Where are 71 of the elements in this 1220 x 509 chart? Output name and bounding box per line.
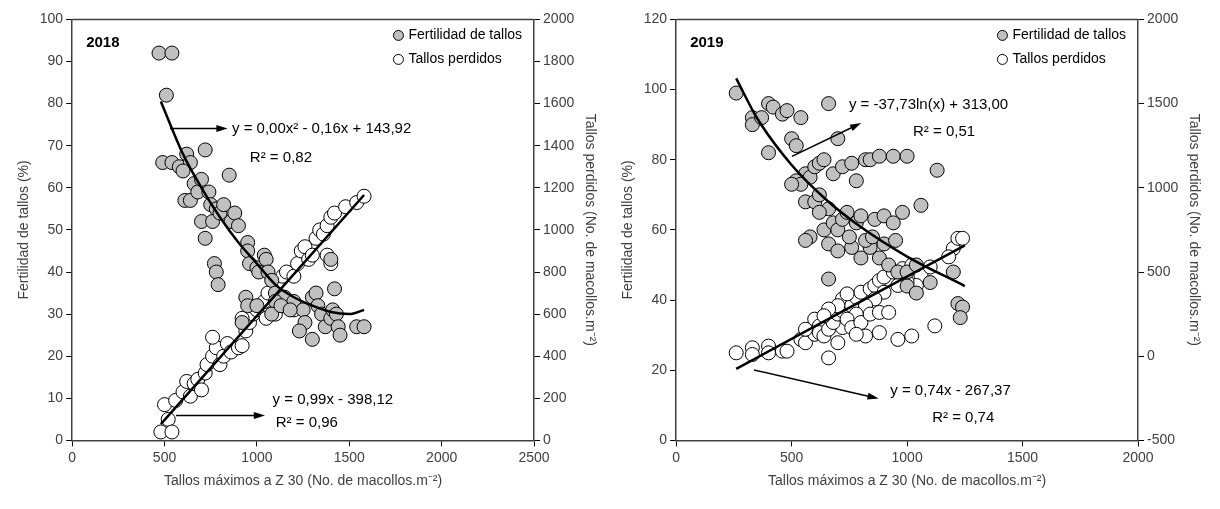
y-tick-label: 20 bbox=[651, 361, 668, 378]
y2-axis-title: Tallos perdidos (No. de macollos.m⁻²) bbox=[582, 113, 599, 346]
y-tick-label: 40 bbox=[651, 290, 668, 307]
y-tick-label: 100 bbox=[39, 10, 64, 27]
annotation: y = 0,74x - 267,37 bbox=[890, 380, 1011, 398]
y-axis-title: Fertilidad de tallos (%) bbox=[619, 160, 636, 300]
y-tick-label: 0 bbox=[659, 431, 668, 448]
y-tick-label: 50 bbox=[47, 220, 64, 237]
y2-tick-label: 1000 bbox=[1147, 178, 1179, 195]
annotation: y = 0,99x - 398,12 bbox=[272, 389, 394, 407]
x-tick-label: 1000 bbox=[241, 448, 273, 465]
legend-label: Fertilidad de tallos bbox=[1012, 26, 1127, 43]
y-tick-label: 80 bbox=[47, 94, 64, 111]
annotation: R² = 0,51 bbox=[913, 121, 976, 139]
y-tick-label: 100 bbox=[643, 80, 668, 97]
legend-label: Fertilidad de tallos bbox=[408, 26, 523, 43]
y-tick-label: 90 bbox=[47, 52, 64, 69]
y-tick-label: 0 bbox=[55, 431, 64, 448]
point bbox=[205, 329, 221, 345]
y2-tick-label: 1400 bbox=[543, 136, 575, 153]
y2-tick-label: 1600 bbox=[543, 94, 575, 111]
x-tick-label: 500 bbox=[779, 448, 804, 465]
y2-tick-label: 1500 bbox=[1147, 94, 1179, 111]
annotation: R² = 0,74 bbox=[932, 408, 995, 426]
y2-tick-label: -500 bbox=[1147, 431, 1176, 448]
y-tick-label: 60 bbox=[47, 178, 64, 195]
y2-tick-label: 1200 bbox=[543, 178, 575, 195]
y-tick-label: 70 bbox=[47, 136, 64, 153]
y-tick-label: 40 bbox=[47, 262, 64, 279]
point bbox=[193, 382, 209, 398]
y2-tick-label: 600 bbox=[543, 304, 567, 321]
point bbox=[164, 424, 180, 440]
point bbox=[234, 338, 250, 354]
y2-tick-label: 1000 bbox=[543, 220, 575, 237]
x-tick-label: 1500 bbox=[1007, 448, 1039, 465]
point bbox=[327, 205, 343, 221]
y-tick-label: 20 bbox=[47, 347, 64, 364]
y2-tick-label: 0 bbox=[543, 431, 552, 448]
x-axis-title: Tallos máximos a Z 30 (No. de macollos.m⁻²) bbox=[768, 472, 1047, 489]
x-tick-label: 2500 bbox=[518, 448, 550, 465]
x-axis-title: Tallos máximos a Z 30 (No. de macollos.m⁻²) bbox=[164, 472, 443, 489]
y2-tick-label: 1800 bbox=[543, 52, 575, 69]
y2-tick-label: 2000 bbox=[543, 10, 575, 27]
x-tick-label: 500 bbox=[152, 448, 177, 465]
y-tick-label: 60 bbox=[651, 220, 668, 237]
y-tick-label: 10 bbox=[47, 389, 64, 406]
legend-label: Tallos perdidos bbox=[1012, 50, 1106, 67]
legend-label: Tallos perdidos bbox=[408, 50, 502, 67]
y-axis-title: Fertilidad de tallos (%) bbox=[15, 160, 32, 300]
text: 2019 bbox=[690, 33, 724, 51]
y2-tick-label: 800 bbox=[543, 262, 567, 279]
annotation: y = 0,00x² - 0,16x + 143,92 bbox=[231, 119, 412, 136]
annotation: R² = 0,82 bbox=[249, 148, 312, 166]
x-tick-label: 0 bbox=[68, 448, 77, 465]
x-tick-label: 0 bbox=[672, 448, 681, 465]
y2-tick-label: 400 bbox=[543, 347, 567, 364]
y2-tick-label: 500 bbox=[1147, 262, 1171, 279]
annotation: R² = 0,96 bbox=[275, 413, 338, 431]
text: 2018 bbox=[86, 33, 120, 51]
x-tick-label: 1000 bbox=[891, 448, 923, 465]
y2-tick-label: 200 bbox=[543, 389, 567, 406]
x-tick-label: 2000 bbox=[426, 448, 458, 465]
x-tick-label: 2000 bbox=[1122, 448, 1154, 465]
y2-tick-label: 2000 bbox=[1147, 10, 1179, 27]
x-tick-label: 1500 bbox=[333, 448, 366, 465]
y-tick-label: 120 bbox=[643, 10, 668, 27]
y-tick-label: 80 bbox=[651, 150, 668, 167]
y-tick-label: 30 bbox=[47, 304, 64, 321]
y2-tick-label: 0 bbox=[1147, 347, 1156, 364]
annotation: y = -37,73ln(x) + 313,00 bbox=[848, 94, 1009, 112]
y2-axis-title: Tallos perdidos (No. de macollos.m⁻²) bbox=[1186, 113, 1203, 346]
